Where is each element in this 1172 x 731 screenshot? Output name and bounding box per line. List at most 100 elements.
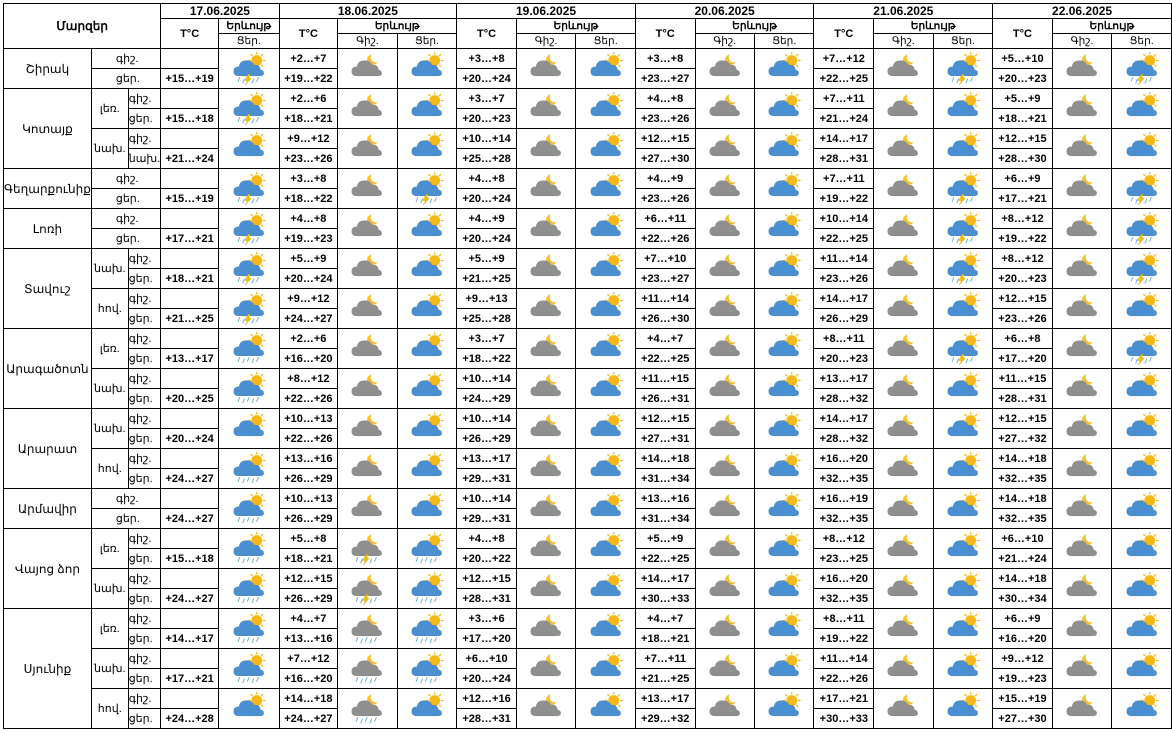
table-row: ցեր. +24…+28 +24…+27 +28…+31 +29…+32 +30…+33 +… (4, 708, 1172, 729)
temperature-range: +26…+29 (456, 428, 517, 449)
partly-cloudy-day-rain-icon (396, 528, 458, 569)
partly-cloudy-day-thunderstorm-icon (1111, 248, 1172, 289)
temperature-range: +5…+9 (992, 88, 1053, 109)
temperature-range: +15…+19 (160, 68, 219, 89)
region-name: Տավուշ (3, 248, 92, 329)
partly-cloudy-night-icon (694, 128, 756, 169)
time-of-day-label: գիշ. (127, 568, 162, 589)
table-row: ցեր. +24…+27 +26…+29 +28…+31 +30…+33 +32…+35 +… (4, 588, 1172, 609)
temperature-range: +23…+25 (813, 548, 875, 569)
partly-cloudy-night-icon (694, 448, 756, 489)
temperature-range: +4…+8 (456, 168, 517, 189)
time-of-day-label: ցեր. (127, 268, 162, 289)
temperature-range: +24…+27 (160, 588, 219, 609)
temperature-range: +24…+27 (160, 508, 219, 529)
temperature-range: +18…+22 (278, 188, 339, 209)
temperature-range: +15…+19 (160, 188, 219, 209)
partly-cloudy-night-icon (337, 168, 398, 209)
temperature-range: +17…+21 (992, 188, 1053, 209)
temperature-range (160, 448, 219, 469)
partly-cloudy-night-icon (337, 48, 398, 89)
temperature-range: +18…+21 (278, 548, 339, 569)
partly-cloudy-day-icon (932, 288, 994, 329)
temperature-range: +7…+11 (634, 648, 696, 669)
partly-cloudy-day-icon (932, 688, 994, 729)
partly-cloudy-night-icon (515, 248, 577, 289)
night-header-2: Գիշ. (337, 33, 398, 49)
subregion-label: նախ. (90, 408, 129, 449)
temperature-range: +23…+27 (634, 268, 696, 289)
temperature-range (160, 368, 219, 389)
partly-cloudy-day-icon (217, 688, 280, 729)
temperature-range: +6…+9 (992, 608, 1053, 629)
partly-cloudy-day-icon (932, 128, 994, 169)
temperature-range: +2…+6 (278, 88, 339, 109)
time-of-day-label: ցեր. (127, 628, 162, 649)
partly-cloudy-day-icon (753, 168, 815, 209)
temperature-range: +23…+26 (634, 108, 696, 129)
temperature-range: +8…+12 (992, 208, 1053, 229)
partly-cloudy-night-icon (873, 688, 934, 729)
temperature-range: +23…+26 (992, 308, 1053, 329)
temperature-range: +12…+15 (634, 128, 696, 149)
partly-cloudy-night-icon (337, 288, 398, 329)
partly-cloudy-day-rain-icon (217, 608, 280, 649)
partly-cloudy-night-icon (873, 408, 934, 449)
time-of-day-label: գիշ. (127, 528, 162, 549)
partly-cloudy-day-icon (932, 488, 994, 529)
partly-cloudy-day-icon (753, 568, 815, 609)
temperature-range: +12…+16 (456, 688, 517, 709)
temperature-range (160, 48, 219, 69)
temperature-range: +30…+33 (634, 588, 696, 609)
temperature-range: +2…+7 (278, 48, 339, 69)
temperature-range: +16…+20 (278, 668, 339, 689)
temp-header-3: T°C (456, 18, 517, 49)
partly-cloudy-day-icon (396, 248, 458, 289)
partly-cloudy-night-icon (873, 288, 934, 329)
temperature-range: +18…+22 (456, 348, 517, 369)
temperature-range: +20…+24 (456, 68, 517, 89)
temperature-range: +23…+27 (634, 68, 696, 89)
temperature-range: +23…+26 (634, 188, 696, 209)
temperature-range: +27…+30 (992, 708, 1053, 729)
time-of-day-label: ցեր. (90, 228, 162, 249)
partly-cloudy-day-thunderstorm-icon (217, 48, 280, 89)
temperature-range: +28…+32 (813, 388, 875, 409)
partly-cloudy-day-icon (396, 288, 458, 329)
partly-cloudy-day-icon (575, 648, 636, 689)
partly-cloudy-night-icon (1051, 488, 1113, 529)
partly-cloudy-night-icon (515, 48, 577, 89)
temperature-range: +11…+14 (634, 288, 696, 309)
partly-cloudy-day-icon (575, 528, 636, 569)
partly-cloudy-day-icon (1111, 688, 1172, 729)
partly-cloudy-day-rain-icon (217, 568, 280, 609)
partly-cloudy-night-icon (873, 528, 934, 569)
phenomena-header-3: Երևույթ (515, 18, 636, 34)
table-row: Տավուշ նախ. գիշ. +5…+9 +5…+9 +7…+10 +11…+14 +8…… (3, 248, 1172, 329)
time-of-day-label: գիշ. (127, 368, 162, 389)
temperature-range: +28…+30 (992, 148, 1053, 169)
temp-header-4: T°C (634, 18, 696, 49)
partly-cloudy-day-thunderstorm-icon (217, 168, 280, 209)
phenomena-header-6: Երևույթ (1051, 18, 1172, 34)
partly-cloudy-day-icon (1111, 88, 1172, 129)
temperature-range: +28…+32 (813, 428, 875, 449)
temperature-range: +24…+27 (160, 468, 219, 489)
temperature-range: +9…+13 (456, 288, 517, 309)
partly-cloudy-night-icon (1051, 368, 1113, 409)
partly-cloudy-day-rain-icon (217, 328, 280, 369)
partly-cloudy-day-icon (1111, 648, 1172, 689)
date-header-5: 21.06.2025 (813, 3, 994, 19)
temperature-range: +27…+32 (992, 428, 1053, 449)
partly-cloudy-night-icon (873, 488, 934, 529)
temperature-range: +14…+18 (992, 568, 1053, 589)
partly-cloudy-day-thunderstorm-icon (932, 328, 994, 369)
temperature-range: +24…+27 (278, 308, 339, 329)
partly-cloudy-night-icon (694, 688, 756, 729)
subregion-label: նախ. (90, 128, 129, 169)
partly-cloudy-day-thunderstorm-icon (217, 208, 280, 249)
partly-cloudy-night-icon (694, 88, 756, 129)
partly-cloudy-day-icon (753, 248, 815, 289)
time-of-day-label: ցեր. (127, 348, 162, 369)
partly-cloudy-night-icon (873, 208, 934, 249)
